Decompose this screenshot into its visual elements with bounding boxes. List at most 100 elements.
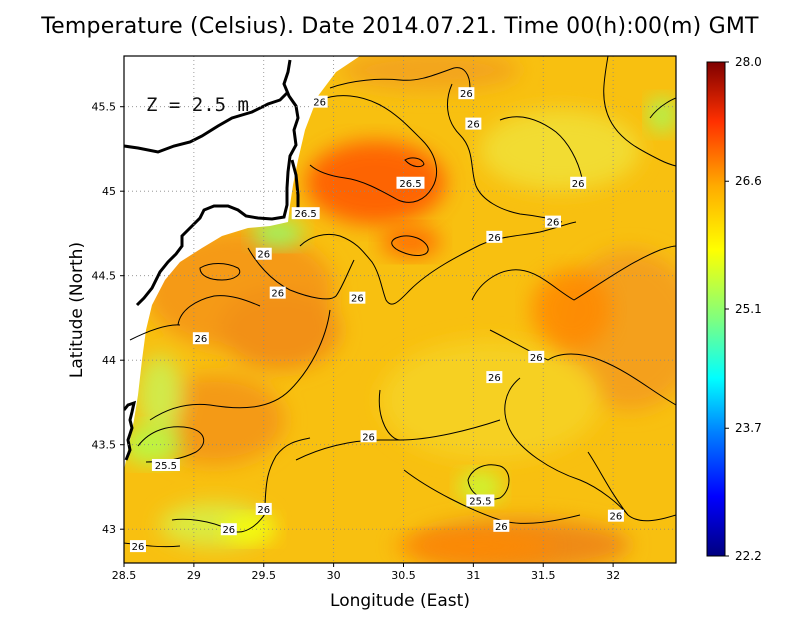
contour-west-4 [149, 309, 331, 421]
contour-label: 26.5 [399, 179, 421, 190]
coastline-main [135, 59, 300, 307]
contour-east-4 [504, 377, 629, 516]
contour-label: 26 [530, 353, 543, 364]
x-tick-label: 29 [187, 569, 201, 582]
contour-label-box [220, 523, 237, 536]
field-feature-cool-east [648, 97, 676, 134]
x-tick-label: 32 [606, 569, 620, 582]
contour-warm-spot [391, 235, 429, 256]
contour-label-box [570, 176, 587, 189]
contour-east-3 [547, 353, 676, 406]
field-feature-warm-spot [380, 225, 441, 258]
field-marks [124, 97, 676, 561]
grid [124, 56, 676, 563]
field-patch-west-green [138, 355, 182, 435]
contour-label-box [486, 371, 503, 384]
contour-label: 26 [488, 233, 501, 244]
contour-label-box [255, 247, 272, 260]
field-feature-warm-south [393, 532, 554, 561]
field-patch-northeast-yellow [480, 110, 640, 190]
contour-label: 26 [547, 218, 560, 229]
land-area [124, 56, 360, 470]
field-patch-central-yellow [380, 340, 600, 460]
contour-label-box [311, 95, 328, 108]
contour-label-box [607, 509, 624, 522]
contour-northeast-3 [603, 56, 676, 167]
contour-northeast-2 [499, 116, 583, 179]
contour-north [329, 67, 471, 89]
contour-label: 26 [257, 505, 270, 516]
contour-label: 26 [222, 525, 235, 536]
x-tick-label: 30.5 [391, 569, 416, 582]
land-mask [124, 56, 360, 470]
colorbar-tick-label: 28.0 [735, 55, 762, 69]
contour-label-box [528, 350, 545, 363]
contour-label: 26 [271, 289, 284, 300]
contour-label-box [545, 215, 562, 228]
contour-label: 26 [351, 294, 364, 305]
contour-label: 26.5 [295, 209, 317, 220]
colorbar-tick-label: 23.7 [735, 421, 762, 435]
x-axis-ticks: 28.5 29 29.5 30 30.5 31 31.5 32 [112, 563, 620, 582]
contour-label: 25.5 [155, 461, 177, 472]
x-axis-label: Longitude (East) [330, 591, 470, 611]
y-tick-label: 43 [102, 523, 116, 536]
contour-label: 26 [362, 432, 375, 443]
x-tick-label: 31.5 [531, 569, 556, 582]
x-tick-label: 30 [327, 569, 341, 582]
contour-label-box [192, 332, 209, 345]
field-patch-north-warm [340, 56, 520, 90]
contour-label-box [291, 207, 320, 220]
contour-central-1 [299, 221, 577, 305]
contour-center-2 [295, 439, 404, 461]
contour-label-box [493, 519, 510, 532]
contour-east-1 [471, 245, 676, 301]
contour-lines [124, 56, 676, 548]
y-tick-label: 44.5 [92, 270, 117, 283]
contour-label: 26 [257, 250, 270, 261]
y-axis-ticks: 43 43.5 44 44.5 45 45.5 [92, 101, 124, 536]
contour-label: 26 [495, 522, 508, 533]
contour-west-5 [129, 324, 181, 341]
contour-label-box [396, 176, 425, 189]
colorbar-ticks: 28.0 26.6 25.1 23.7 22.2 [725, 55, 762, 563]
contour-label-box [129, 540, 146, 553]
contour-west-3 [177, 295, 261, 326]
x-tick-label: 29.5 [251, 569, 276, 582]
y-tick-label: 43.5 [92, 439, 117, 452]
field-patch-west-warm-2 [220, 290, 340, 370]
contour-label-box [465, 117, 482, 130]
contour-label: 26 [132, 542, 145, 553]
contour-label-box [458, 87, 475, 100]
contour-label: 26 [460, 89, 473, 100]
contour-label: 26 [194, 334, 207, 345]
contour-warm-north [309, 95, 438, 203]
contour-label: 26 [488, 373, 501, 384]
colorbar [706, 61, 726, 557]
contour-label-box [151, 458, 180, 471]
y-tick-label: 45 [102, 185, 116, 198]
contour-west-spot [199, 263, 241, 281]
colorbar-tick-label: 26.6 [735, 174, 762, 188]
contour-label-box [269, 286, 286, 299]
contour-warm-small [404, 157, 425, 168]
contour-south-1 [264, 437, 311, 506]
contour-label-box [255, 502, 272, 515]
depth-label: Z = 2.5 m [146, 94, 249, 116]
contour-label-box [486, 230, 503, 243]
contour-south-east [587, 451, 676, 522]
contour-label-box [349, 291, 366, 304]
contour-label: 26 [572, 179, 585, 190]
colorbar-tick-label: 25.1 [735, 302, 762, 316]
x-tick-label: 31 [466, 569, 480, 582]
chart-title: Temperature (Celsius). Date 2014.07.21. … [41, 14, 759, 39]
contour-label: 26 [610, 512, 623, 523]
coastline-lagoon [124, 90, 290, 154]
contour-label: 25.5 [469, 496, 491, 507]
field-feature-warm-core [305, 140, 446, 225]
y-axis-label: Latitude (North) [67, 242, 87, 378]
y-tick-label: 45.5 [92, 101, 117, 114]
contour-label-box [466, 494, 495, 507]
contour-label: 26 [467, 120, 480, 131]
